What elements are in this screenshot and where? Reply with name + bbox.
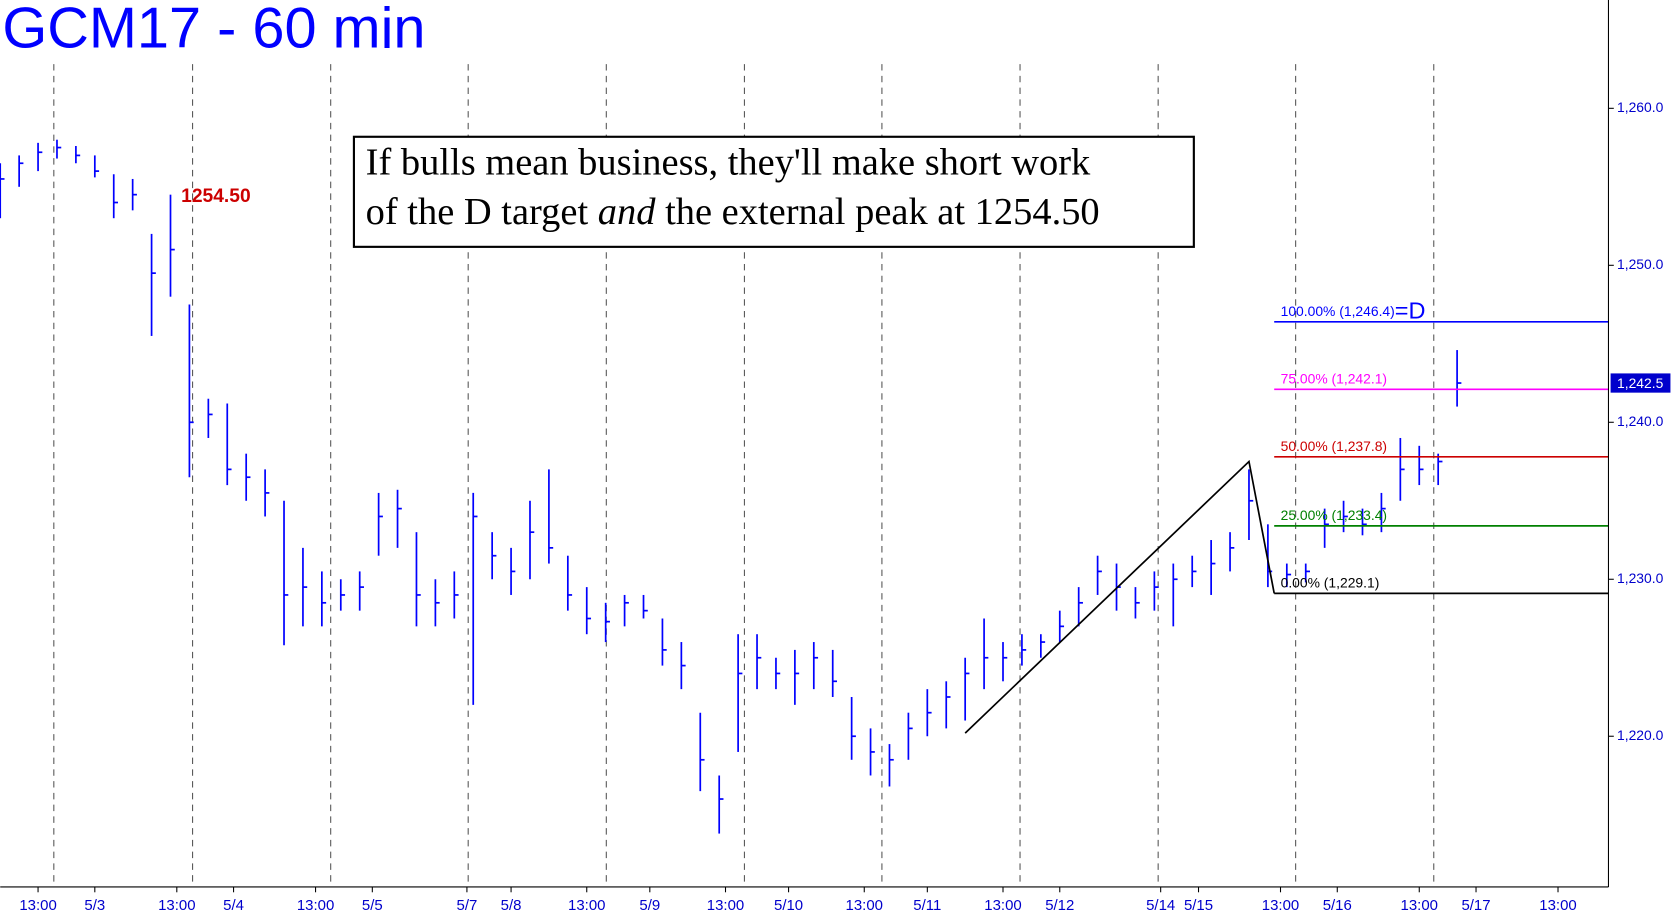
chart-title: GCM17 - 60 min — [2, 0, 425, 60]
x-tick-label: 5/17 — [1461, 897, 1490, 914]
annotation-emphasis: and — [598, 191, 656, 233]
x-tick-label: 5/14 — [1146, 897, 1175, 914]
annotation-box — [352, 135, 1195, 248]
x-tick-label: 5/8 — [501, 897, 522, 914]
x-tick-label: 5/16 — [1323, 897, 1352, 914]
annotation-line: If bulls mean business, they'll make sho… — [366, 141, 1091, 183]
x-tick-label: 5/7 — [457, 897, 478, 914]
x-tick-label: 5/3 — [84, 897, 105, 914]
x-tick-label: 13:00 — [707, 897, 744, 914]
y-tick-label: 1,250.0 — [1617, 256, 1664, 272]
x-tick-label: 13:00 — [984, 897, 1021, 914]
x-tick-label: 5/12 — [1045, 897, 1074, 914]
annotation-text: the external peak at 1254.50 — [665, 191, 1100, 233]
fib-label: 100.00% (1,246.4) — [1281, 303, 1395, 319]
x-tick-label: 5/4 — [223, 897, 244, 914]
x-tick-label: 5/10 — [774, 897, 803, 914]
x-tick-label: 13:00 — [1401, 897, 1438, 914]
fib-label: 0.00% (1,229.1) — [1281, 574, 1380, 590]
y-tick-label: 1,240.0 — [1617, 413, 1664, 429]
fib-label: 75.00% (1,242.1) — [1281, 370, 1387, 386]
fib-label: 25.00% (1,233.4) — [1281, 507, 1387, 523]
x-tick-label: 13:00 — [568, 897, 605, 914]
x-tick-label: 13:00 — [1262, 897, 1299, 914]
x-tick-label: 5/15 — [1184, 897, 1213, 914]
peak-label: 1254.50 — [181, 186, 250, 207]
x-tick-label: 5/5 — [362, 897, 383, 914]
y-tick-label: 1,260.0 — [1617, 99, 1664, 115]
x-tick-label: 5/11 — [913, 897, 941, 914]
x-tick-label: 13:00 — [158, 897, 195, 914]
target-label: =D — [1395, 297, 1426, 323]
pattern-line — [964, 459, 1276, 734]
y-tick-label: 1,230.0 — [1617, 570, 1664, 586]
annotation-line: of the D target and the external peak at… — [366, 191, 1100, 233]
x-tick-label: 13:00 — [297, 897, 334, 914]
grid-layer — [53, 64, 1435, 887]
annotation-text: of the D target — [366, 191, 589, 233]
x-tick-label: 5/9 — [639, 897, 660, 914]
x-tick-label: 13:00 — [19, 897, 56, 914]
x-tick-label: 13:00 — [1539, 897, 1576, 914]
last-price-label: 1,242.5 — [1617, 375, 1664, 391]
fib-label: 50.00% (1,237.8) — [1281, 438, 1387, 454]
y-tick-label: 1,220.0 — [1617, 727, 1664, 743]
x-tick-label: 13:00 — [846, 897, 883, 914]
last-price-tag — [1610, 373, 1671, 393]
marks-layer — [0, 139, 1609, 834]
